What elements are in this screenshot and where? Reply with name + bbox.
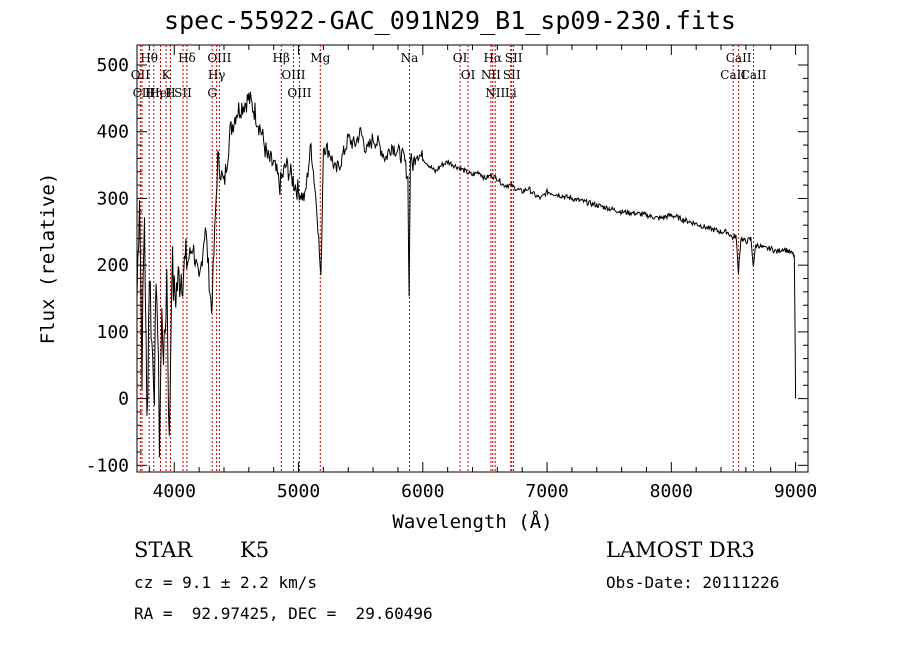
feature-line-label: Hη: [145, 86, 163, 100]
feature-line-label: SII: [505, 51, 523, 65]
feature-line-label: NII: [485, 86, 505, 100]
feature-line-label: SII: [174, 86, 192, 100]
feature-line-label: CaII: [741, 68, 767, 82]
spectrum-line: [136, 91, 797, 458]
feature-line-label: OIII: [281, 68, 305, 82]
feature-line-label: Hδ: [178, 51, 196, 65]
feature-line-label: K: [162, 68, 172, 82]
x-tick-label: 8000: [650, 481, 693, 502]
feature-line-label: Hα: [483, 51, 502, 65]
x-tick-label: 7000: [525, 481, 568, 502]
y-tick-label: 100: [96, 322, 129, 343]
feature-line-label: OI: [453, 51, 468, 65]
x-tick-label: 9000: [774, 481, 817, 502]
y-tick-label: 500: [96, 55, 129, 76]
feature-line-label: CaII: [726, 51, 752, 65]
feature-line-label: Mg: [310, 51, 330, 65]
feature-line-label: SII: [503, 68, 521, 82]
feature-line-label: NII: [481, 68, 501, 82]
feature-line-label: Hθ: [140, 51, 158, 65]
y-tick-label: -100: [86, 455, 129, 476]
survey-label: LAMOST DR3: [606, 538, 755, 562]
feature-line-label: H: [165, 86, 175, 100]
feature-line-label: OII: [131, 68, 151, 82]
feature-line-label: OIII: [207, 51, 231, 65]
obs-date-label: Obs-Date: 20111226: [606, 573, 780, 592]
feature-line-label: Hβ: [273, 51, 290, 65]
y-tick-label: 400: [96, 122, 129, 143]
feature-line-label: Hγ: [208, 68, 226, 82]
x-axis-label: Wavelength (Å): [392, 510, 552, 533]
feature-line-label: CaII: [720, 68, 746, 82]
x-tick-label: 5000: [277, 481, 320, 502]
plot-frame: [136, 44, 809, 473]
feature-line-label: Li: [505, 86, 517, 100]
coordinates-label: RA = 92.97425, DEC = 29.60496: [134, 604, 433, 623]
feature-line-label: CII: [133, 86, 152, 100]
x-tick-label: 6000: [401, 481, 444, 502]
y-axis-label: Flux (relative): [37, 173, 59, 345]
object-class: STAR: [134, 538, 193, 562]
feature-line-label: OI: [461, 68, 476, 82]
y-tick-label: 0: [118, 389, 129, 410]
feature-line-label: Na: [401, 51, 419, 65]
feature-line-label: G: [207, 86, 217, 100]
x-tick-label: 4000: [153, 481, 196, 502]
object-subclass: K5: [240, 538, 270, 562]
y-tick-label: 200: [96, 255, 129, 276]
feature-line-label: OIII: [287, 86, 311, 100]
chart-title: spec-55922-GAC_091N29_B1_sp09-230.fits: [164, 6, 736, 35]
redshift-label: cz = 9.1 ± 2.2 km/s: [134, 573, 318, 592]
y-tick-label: 300: [96, 188, 129, 209]
feature-line-label: HeI: [149, 86, 172, 100]
